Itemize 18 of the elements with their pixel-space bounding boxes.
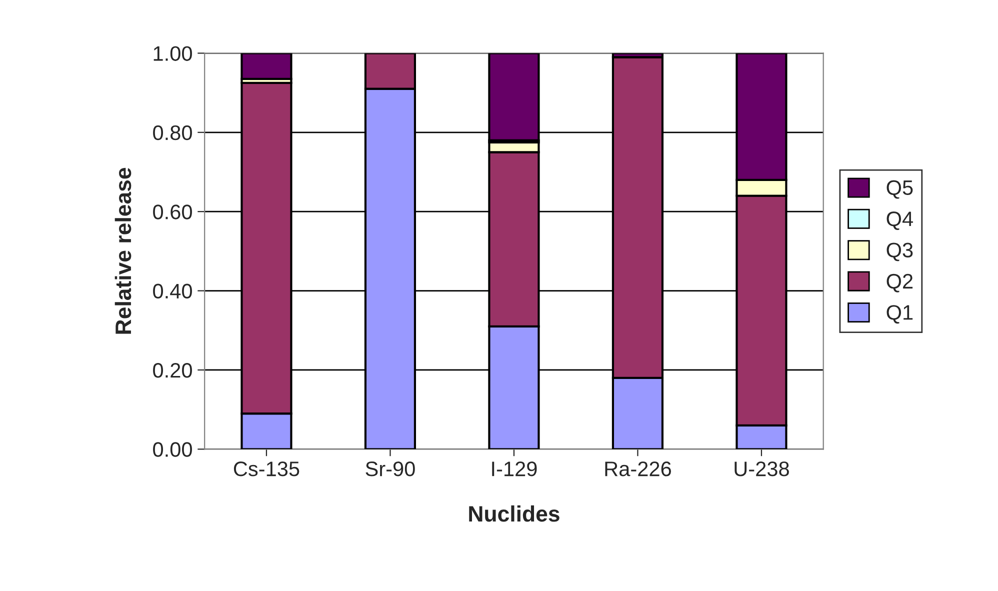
x-tick-label: Cs-135 bbox=[234, 462, 300, 476]
legend-label: Q3 bbox=[886, 242, 913, 262]
legend-label: Q2 bbox=[886, 274, 913, 292]
x-axis-title: Nuclides bbox=[469, 505, 560, 522]
y-tick-label: 1.00 bbox=[154, 46, 192, 61]
y-tick-label: 0.40 bbox=[153, 284, 192, 299]
x-tick-label: Sr-90 bbox=[366, 462, 415, 476]
x-tick-label: Ra-226 bbox=[605, 462, 671, 476]
y-tick-label: 0.00 bbox=[153, 442, 192, 457]
x-tick-label: I-129 bbox=[492, 462, 537, 476]
y-axis-title: Relative release bbox=[114, 168, 132, 334]
y-tick-label: 0.80 bbox=[153, 125, 192, 140]
y-tick-label: 0.60 bbox=[153, 204, 192, 220]
legend-label: Q5 bbox=[886, 180, 913, 199]
legend-label: Q4 bbox=[886, 211, 913, 230]
x-tick-label: U-238 bbox=[734, 462, 789, 476]
y-tick-label: 0.20 bbox=[153, 362, 192, 378]
legend-label: Q1 bbox=[886, 305, 913, 324]
